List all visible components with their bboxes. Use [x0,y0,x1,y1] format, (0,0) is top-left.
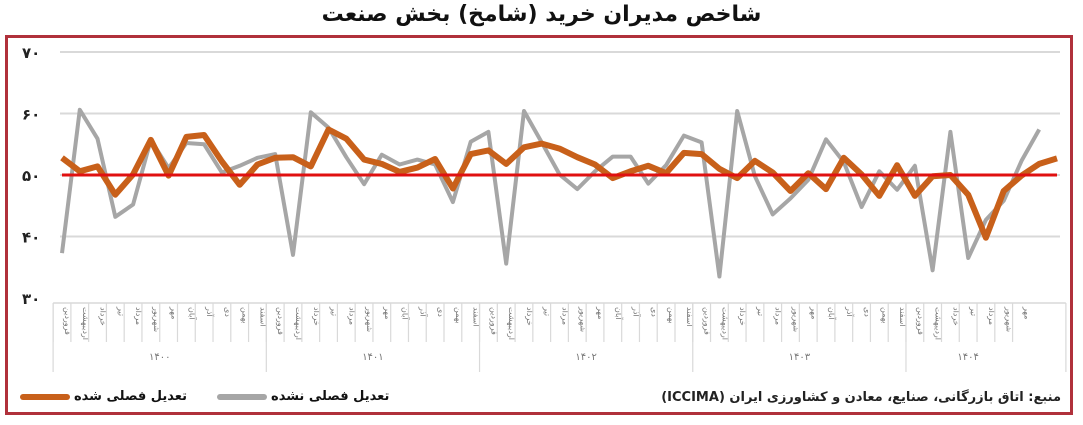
x-month-label: خرداد [525,307,534,326]
x-month-label: خرداد [99,307,108,326]
x-year-label: ۱۴۰۲ [575,352,596,363]
legend-swatch-unadjusted [217,393,268,400]
legend-swatch-adjusted [20,393,70,400]
x-month-label: آذر [418,306,428,317]
x-month-label: فروردین [489,307,498,335]
x-month-label: اسفند [685,307,694,327]
x-month-label: آبان [187,307,197,321]
x-month-label: شهریور [578,306,587,332]
x-year-label: ۱۴۰۴ [957,352,978,363]
x-year-label: ۱۴۰۰ [149,352,170,363]
legend-label-unadjusted: تعدیل فصلی نشده [271,389,390,404]
x-month-label: تیر [756,306,765,316]
x-month-label: بهمن [241,307,250,324]
x-month-label: دی [649,307,658,317]
x-month-label: آبان [401,307,411,321]
x-month-label: تیر [116,306,125,316]
x-month-label: فروردین [63,307,72,335]
x-month-label: آذر [632,306,642,317]
x-month-label: تیر [543,306,552,316]
y-tick-label: ۴۰ [22,229,40,247]
y-axis-ticks: ۷۰ ۶۰ ۵۰ ۴۰ ۳۰ [22,44,40,308]
x-year-label: ۱۴۰۱ [362,352,383,363]
x-month-label: اسفند [898,307,907,327]
x-month-label: مهر [596,306,605,319]
chart-title: شاخص مدیران خرید (شامخ) بخش صنعت [321,2,762,27]
y-tick-label: ۳۰ [22,290,40,308]
source-note: منبع: اتاق بازرگانی، صنایع، معادن و کشاو… [661,390,1061,405]
x-month-label: شهریور [1005,306,1014,332]
x-month-label: مهر [1022,306,1031,319]
x-month-label: اردیبهشت [294,307,303,340]
x-month-label: مهر [383,306,392,319]
x-month-label: اردیبهشت [81,307,90,340]
x-month-label: بهمن [667,307,676,324]
x-month-label: خرداد [312,307,321,326]
x-month-label: اسفند [258,307,267,327]
chart-frame [5,35,1073,415]
series-adjusted-line [60,126,1058,241]
legend-label-adjusted: تعدیل فصلی شده [74,389,188,404]
series-unadjusted-line [60,107,1041,279]
x-month-label: آبان [614,307,624,321]
x-month-label: مرداد [347,307,356,325]
x-month-label: اردیبهشت [507,307,516,340]
x-month-label: مهر [170,306,179,319]
x-month-label: آبان [827,307,837,321]
x-month-label: فروردین [276,307,285,335]
x-month-label: تیر [969,306,978,316]
legend: تعدیل فصلی نشده تعدیل فصلی شده [20,389,389,404]
legend-item-adjusted: تعدیل فصلی شده [20,389,187,404]
x-axis: فروردین اردیبهشت خرداد تیر مرداد شهریور مهر آبا… [52,302,1067,372]
x-month-label: دی [223,307,232,317]
x-month-label: اردیبهشت [934,307,943,340]
x-month-label: بهمن [454,307,463,324]
legend-item-unadjusted: تعدیل فصلی نشده [217,389,389,404]
y-tick-label: ۶۰ [22,106,40,124]
x-month-label: فروردین [703,307,712,335]
x-month-label: شهریور [365,306,374,332]
x-month-label: مرداد [134,307,143,325]
y-tick-label: ۵۰ [22,167,40,185]
x-month-label: مرداد [987,307,996,325]
x-month-label: دی [436,307,445,317]
x-month-label: مرداد [561,307,570,325]
x-month-label: خرداد [951,307,960,326]
x-month-label: شهریور [791,306,800,332]
y-tick-label: ۷۰ [22,44,40,62]
x-month-label: آذر [205,306,215,317]
x-month-label: تیر [330,306,339,316]
x-month-label: دی [863,307,872,317]
x-year-label: ۱۴۰۳ [789,352,811,363]
x-month-label: آذر [845,306,855,317]
x-month-label: اردیبهشت [720,307,729,340]
x-month-label: اسفند [472,307,481,327]
x-month-label: شهریور [152,306,161,332]
x-month-label: مرداد [774,307,783,325]
x-month-label: بهمن [880,307,889,324]
x-month-label: مهر [809,306,818,319]
x-month-label: خرداد [738,307,747,326]
x-month-label: فروردین [916,307,925,335]
